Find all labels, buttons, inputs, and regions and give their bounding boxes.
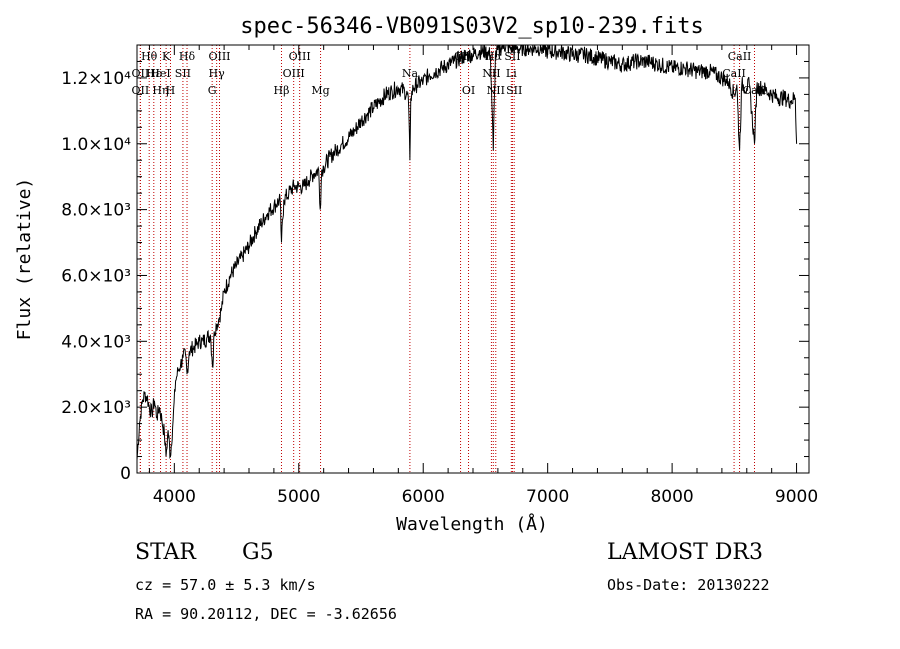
spectrum-series-line <box>136 44 798 460</box>
y-tick-label: 6.0×10³ <box>61 266 131 286</box>
y-tick-label: 1.0×10⁴ <box>61 135 131 155</box>
x-tick-label: 6000 <box>402 487 445 507</box>
spectral-line-label: Hγ <box>209 67 226 80</box>
spectral-line-label: CaII <box>728 50 752 63</box>
spectral-line-label: SII <box>175 67 191 80</box>
spectral-line-label: Hη <box>152 84 168 97</box>
object-type: STAR <box>135 540 196 565</box>
spectral-line-label: OIII <box>289 50 311 63</box>
spectral-line-labels: Hθ OII OII KHε Hη HeI H SII Hδ OIII Hγ G Hβ OIII OIII M… <box>132 50 767 97</box>
spectral-line-label: NII <box>482 67 500 80</box>
spectral-line-label: NII <box>487 84 505 97</box>
spectral-line-label: Li <box>506 67 517 80</box>
chart-title: spec-56346-VB091S03V2_sp10-239.fits <box>240 14 704 39</box>
spectral-line-label: G <box>208 84 217 97</box>
sky-coordinates: RA = 90.20112, DEC = -3.62656 <box>135 605 397 623</box>
spectral-line-label: Mg <box>311 84 329 97</box>
spectral-line-label: Hθ <box>141 50 158 63</box>
spectral-line-label: OIII <box>208 50 230 63</box>
spectral-line-label: OIII <box>283 67 305 80</box>
x-tick-label: 7000 <box>526 487 569 507</box>
spectral-line-label: OI <box>462 84 475 97</box>
spectral-line-label: K <box>162 50 171 63</box>
spectral-line-label: SII <box>506 84 522 97</box>
spectral-line-label: CaII <box>722 67 746 80</box>
object-subclass: G5 <box>242 540 274 565</box>
x-tick-label: 8000 <box>650 487 693 507</box>
y-tick-label: 0 <box>120 464 131 484</box>
x-axis-label: Wavelength (Å) <box>396 513 548 535</box>
spectral-line-label: Hβ <box>274 84 290 97</box>
y-tick-label: 8.0×10³ <box>61 201 131 221</box>
survey-name: LAMOST DR3 <box>607 540 763 565</box>
x-tick-label: 9000 <box>775 487 818 507</box>
y-axis-label: Flux (relative) <box>14 178 35 341</box>
observation-date: Obs-Date: 20130222 <box>607 576 770 594</box>
y-tick-label: 4.0×10³ <box>61 332 131 352</box>
y-tick-label: 1.2×10⁴ <box>61 69 131 89</box>
spectral-line-label: Hδ <box>179 50 196 63</box>
spectral-line-label: OII <box>132 67 150 80</box>
spectral-line-label: Hε <box>146 67 162 80</box>
spectral-line-label: HeI <box>150 67 170 80</box>
spectral-line-label: Na <box>402 67 419 80</box>
x-tick-label: 5000 <box>277 487 320 507</box>
redshift-velocity: cz = 57.0 ± 5.3 km/s <box>135 576 316 594</box>
spectral-line-markers <box>139 45 755 473</box>
y-axis: 0 2.0×10³ 4.0×10³ 6.0×10³ 8.0×10³ 1.0×10⁴ 1.2×… <box>61 60 809 484</box>
x-axis: 4000 5000 6000 7000 8000 9000 <box>148 45 818 507</box>
spectral-line-label: OII <box>132 84 150 97</box>
spectral-line-label: H <box>166 84 176 97</box>
y-tick-label: 2.0×10³ <box>61 398 131 418</box>
x-tick-label: 4000 <box>153 487 196 507</box>
